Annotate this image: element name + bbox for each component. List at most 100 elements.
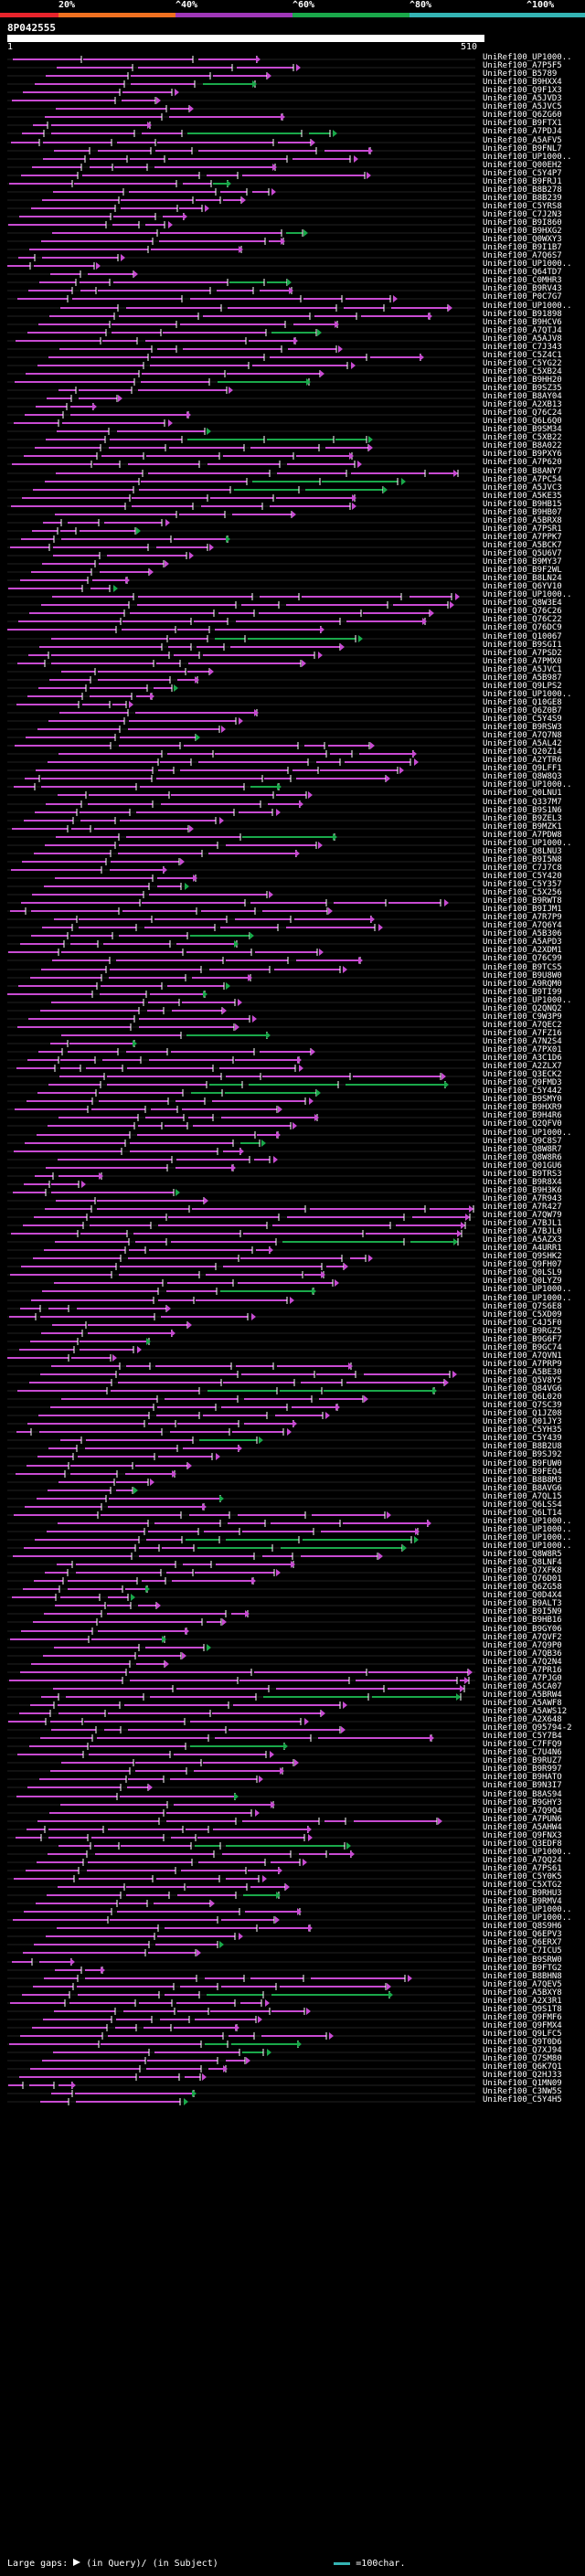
hit-label[interactable]: UniRef100_A7QVF2 bbox=[483, 1632, 562, 1642]
hit-label[interactable]: UniRef100_Q9LFC5 bbox=[483, 2029, 562, 2039]
hit-label[interactable]: UniRef100_A4URR1 bbox=[483, 1244, 562, 1254]
hit-label[interactable]: UniRef100_C5YH35 bbox=[483, 1426, 562, 1436]
hit-label[interactable]: UniRef100_Q6ZG58 bbox=[483, 1583, 562, 1593]
hit-label[interactable]: UniRef100_Q6ZG60 bbox=[483, 111, 562, 121]
hit-label[interactable]: UniRef100_UP1000.. bbox=[483, 1532, 572, 1542]
hit-label[interactable]: UniRef100_UP1000.. bbox=[483, 1905, 572, 1915]
hit-label[interactable]: UniRef100_C5Y439 bbox=[483, 1434, 562, 1444]
hit-label[interactable]: UniRef100_B9IJM1 bbox=[483, 905, 562, 915]
hit-label[interactable]: UniRef100_UP1000.. bbox=[483, 1285, 572, 1295]
hit-label[interactable]: UniRef100_B8AVG6 bbox=[483, 1483, 562, 1493]
hit-label[interactable]: UniRef100_Q8W8R6 bbox=[483, 1152, 562, 1162]
hit-label[interactable]: UniRef100_Q3ECK2 bbox=[483, 1070, 562, 1080]
hit-label[interactable]: UniRef100_A7PJG0 bbox=[483, 1673, 562, 1683]
hit-label[interactable]: UniRef100_UP1000.. bbox=[483, 1524, 572, 1534]
hit-label[interactable]: UniRef100_A7R7P9 bbox=[483, 913, 562, 923]
hit-label[interactable]: UniRef100_A2ZLX7 bbox=[483, 1062, 562, 1072]
hit-label[interactable]: UniRef100_C5Y4P7 bbox=[483, 168, 562, 178]
hit-label[interactable]: UniRef100_B9FTG2 bbox=[483, 1963, 562, 1973]
hit-label[interactable]: UniRef100_UP1000.. bbox=[483, 689, 572, 699]
hit-label[interactable]: UniRef100_A7Q9P0 bbox=[483, 1640, 562, 1650]
hit-label[interactable]: UniRef100_C5Y0K5 bbox=[483, 1872, 562, 1882]
hit-label[interactable]: UniRef100_Q8W8R7 bbox=[483, 1144, 562, 1154]
hit-label[interactable]: UniRef100_B9SMY0 bbox=[483, 1095, 562, 1105]
hit-label[interactable]: UniRef100_A5AFV5 bbox=[483, 135, 562, 145]
hit-label[interactable]: UniRef100_B9HB16 bbox=[483, 1616, 562, 1626]
hit-label[interactable]: UniRef100_A5JVC5 bbox=[483, 102, 562, 112]
hit-label[interactable]: UniRef100_Q9FH07 bbox=[483, 1260, 562, 1270]
hit-label[interactable]: UniRef100_Q9SHK2 bbox=[483, 1252, 562, 1262]
hit-label[interactable]: UniRef100_Q76C99 bbox=[483, 954, 562, 964]
hit-label[interactable]: UniRef100_B9F2WL bbox=[483, 566, 562, 576]
hit-label[interactable]: UniRef100_B9ZEL3 bbox=[483, 813, 562, 823]
hit-label[interactable]: UniRef100_UP1000.. bbox=[483, 780, 572, 790]
hit-label[interactable]: UniRef100_Q6L6Q0 bbox=[483, 417, 562, 427]
hit-label[interactable]: UniRef100_UP1000.. bbox=[483, 53, 572, 62]
hit-label[interactable]: UniRef100_A7QL15 bbox=[483, 1491, 562, 1501]
hit-label[interactable]: UniRef100_Q7S6E8 bbox=[483, 1301, 562, 1311]
hit-label[interactable]: UniRef100_B9ALT3 bbox=[483, 1599, 562, 1609]
hit-label[interactable]: UniRef100_A7BJL1 bbox=[483, 1219, 562, 1229]
hit-label[interactable]: UniRef100_C9W3P9 bbox=[483, 1012, 562, 1022]
hit-label[interactable]: UniRef100_A7Q6Y4 bbox=[483, 921, 562, 931]
hit-label[interactable]: UniRef100_Q9FMD3 bbox=[483, 1078, 562, 1088]
hit-label[interactable]: UniRef100_B8AS94 bbox=[483, 1789, 562, 1799]
hit-label[interactable]: UniRef100_B9HXX4 bbox=[483, 78, 562, 88]
hit-label[interactable]: UniRef100_B9TCS5 bbox=[483, 962, 562, 972]
hit-label[interactable]: UniRef100_B9RSW3 bbox=[483, 723, 562, 733]
hit-label[interactable]: UniRef100_B9H3K6 bbox=[483, 1185, 562, 1195]
hit-label[interactable]: UniRef100_Q1JZ08 bbox=[483, 1409, 562, 1419]
hit-label[interactable]: UniRef100_Q2QFV0 bbox=[483, 1119, 562, 1129]
hit-label[interactable]: UniRef100_Q20Z14 bbox=[483, 747, 562, 758]
hit-label[interactable]: UniRef100_Q76D01 bbox=[483, 1574, 562, 1585]
hit-label[interactable]: UniRef100_A7PPK7 bbox=[483, 532, 562, 542]
hit-label[interactable]: UniRef100_Q7SM80 bbox=[483, 2054, 562, 2064]
hit-label[interactable]: UniRef100_Q10067 bbox=[483, 631, 562, 641]
hit-label[interactable]: UniRef100_Q6EPV3 bbox=[483, 1930, 562, 1940]
hit-label[interactable]: UniRef100_A7QW79 bbox=[483, 1211, 562, 1220]
hit-label[interactable]: UniRef100_B9HATO bbox=[483, 1773, 562, 1783]
hit-label[interactable]: UniRef100_C7FFQ9 bbox=[483, 1740, 562, 1750]
hit-label[interactable]: UniRef100_C5Y4S9 bbox=[483, 715, 562, 724]
hit-label[interactable]: UniRef100_B9RWT8 bbox=[483, 896, 562, 906]
hit-label[interactable]: UniRef100_B9HCV6 bbox=[483, 317, 562, 327]
hit-label[interactable]: UniRef100_C7ICU5 bbox=[483, 1946, 562, 1956]
hit-label[interactable]: UniRef100_C5XTG2 bbox=[483, 1881, 562, 1891]
hit-label[interactable]: UniRef100_Q9T0D6 bbox=[483, 2038, 562, 2047]
hit-label[interactable]: UniRef100_Q0D4X4 bbox=[483, 1591, 562, 1601]
hit-label[interactable]: UniRef100_B9RGZ5 bbox=[483, 1326, 562, 1336]
hit-label[interactable]: UniRef100_A7PRP9 bbox=[483, 1359, 562, 1369]
hit-label[interactable]: UniRef100_A7PMX0 bbox=[483, 656, 562, 666]
hit-label[interactable]: UniRef100_C5Z4C1 bbox=[483, 350, 562, 360]
hit-label[interactable]: UniRef100_C5YRS8 bbox=[483, 201, 562, 211]
hit-label[interactable]: UniRef100_UP1000.. bbox=[483, 1128, 572, 1138]
hit-label[interactable]: UniRef100_B8B239 bbox=[483, 193, 562, 203]
hit-label[interactable]: UniRef100_B9N3I7 bbox=[483, 1781, 562, 1791]
hit-label[interactable]: UniRef100_C7J7C8 bbox=[483, 863, 562, 873]
hit-label[interactable]: UniRef100_A5AHW4 bbox=[483, 1822, 562, 1832]
hit-label[interactable]: UniRef100_Q0LYZ9 bbox=[483, 1277, 562, 1287]
hit-label[interactable]: UniRef100_A7QTJ4 bbox=[483, 325, 562, 335]
hit-label[interactable]: UniRef100_Q01JY3 bbox=[483, 1417, 562, 1427]
hit-label[interactable]: UniRef100_B9R997 bbox=[483, 1765, 562, 1775]
hit-label[interactable]: UniRef100_A7P5F5 bbox=[483, 61, 562, 71]
hit-label[interactable]: UniRef100_Q00EH2 bbox=[483, 160, 562, 170]
hit-label[interactable]: UniRef100_B9FEQ4 bbox=[483, 1467, 562, 1477]
hit-label[interactable]: UniRef100_Q6L020 bbox=[483, 1393, 562, 1403]
hit-label[interactable]: UniRef100_A5BXY8 bbox=[483, 1988, 562, 1998]
hit-label[interactable]: UniRef100_A5BRW4 bbox=[483, 1690, 562, 1700]
hit-label[interactable]: UniRef100_A5JVC3 bbox=[483, 482, 562, 493]
hit-label[interactable]: UniRef100_B8LN24 bbox=[483, 574, 562, 584]
hit-label[interactable]: UniRef100_Q8W3E4 bbox=[483, 599, 562, 609]
hit-label[interactable]: UniRef100_B9GC74 bbox=[483, 1342, 562, 1352]
hit-label[interactable]: UniRef100_A2XDM1 bbox=[483, 946, 562, 956]
hit-label[interactable]: UniRef100_Q9LPS2 bbox=[483, 681, 562, 691]
hit-label[interactable]: UniRef100_C5Y4H5 bbox=[483, 2095, 562, 2105]
hit-label[interactable]: UniRef100_UP1000.. bbox=[483, 995, 572, 1005]
hit-label[interactable]: UniRef100_Q3EDF8 bbox=[483, 1839, 562, 1849]
hit-label[interactable]: UniRef100_C5Y7B4 bbox=[483, 1732, 562, 1742]
hit-label[interactable]: UniRef100_Q01GU6 bbox=[483, 1161, 562, 1171]
hit-label[interactable]: UniRef100_A7Q2N4 bbox=[483, 1657, 562, 1667]
hit-label[interactable]: UniRef100_Q9S1T8 bbox=[483, 2004, 562, 2014]
hit-label[interactable]: UniRef100_Q8W8Q3 bbox=[483, 772, 562, 782]
